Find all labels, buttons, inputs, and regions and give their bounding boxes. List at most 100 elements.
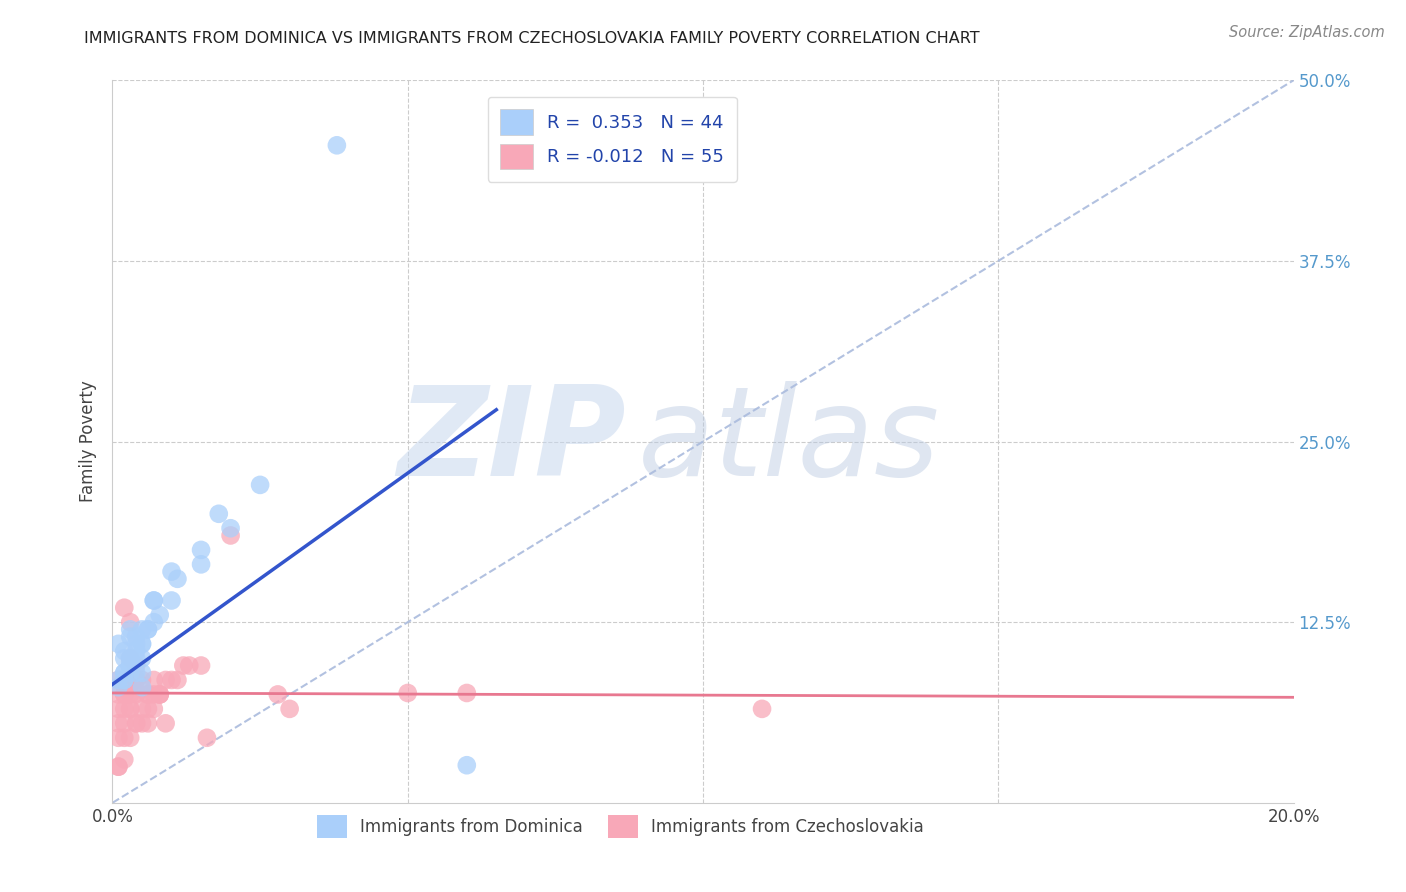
Text: Source: ZipAtlas.com: Source: ZipAtlas.com [1229,25,1385,40]
Point [179,658,201,673]
Point [456,758,478,772]
Point [125,673,148,687]
Point [142,593,165,607]
Point [107,702,129,716]
Text: ZIP: ZIP [398,381,626,502]
Point [131,702,153,716]
Point [107,760,129,774]
Point [142,673,165,687]
Point [120,687,142,701]
Legend: Immigrants from Dominica, Immigrants from Czechoslovakia: Immigrants from Dominica, Immigrants fro… [311,808,931,845]
Point [155,716,177,731]
Point [112,665,135,680]
Point [125,673,148,687]
Point [278,702,301,716]
Point [125,637,148,651]
Point [160,673,183,687]
Point [107,673,129,687]
Point [149,607,172,622]
Point [267,687,290,701]
Point [195,731,218,745]
Point [112,600,135,615]
Y-axis label: Family Poverty: Family Poverty [79,381,97,502]
Point [131,716,153,731]
Point [107,716,129,731]
Point [131,680,153,694]
Point [131,623,153,637]
Point [142,615,165,630]
Point [190,658,212,673]
Point [456,686,478,700]
Point [136,623,159,637]
Point [120,651,142,665]
Point [125,716,148,731]
Point [112,752,135,766]
Point [125,687,148,701]
Point [107,673,129,687]
Point [125,658,148,673]
Point [149,687,172,701]
Point [112,673,135,687]
Point [120,731,142,745]
Point [166,572,188,586]
Point [136,702,159,716]
Point [112,673,135,687]
Point [131,637,153,651]
Point [160,593,183,607]
Point [112,702,135,716]
Point [125,630,148,644]
Point [120,623,142,637]
Point [107,731,129,745]
Point [107,680,129,694]
Point [120,702,142,716]
Point [120,651,142,665]
Point [120,615,142,630]
Point [219,528,242,542]
Point [131,651,153,665]
Point [136,687,159,701]
Point [112,731,135,745]
Point [112,716,135,731]
Point [125,686,148,700]
Point [190,542,212,557]
Point [120,658,142,673]
Text: IMMIGRANTS FROM DOMINICA VS IMMIGRANTS FROM CZECHOSLOVAKIA FAMILY POVERTY CORREL: IMMIGRANTS FROM DOMINICA VS IMMIGRANTS F… [84,31,980,46]
Point [131,673,153,687]
Point [172,658,194,673]
Point [396,686,419,700]
Point [120,702,142,716]
Point [120,651,142,665]
Text: atlas: atlas [638,381,941,502]
Point [107,760,129,774]
Point [112,644,135,658]
Point [751,702,773,716]
Point [107,687,129,701]
Point [131,637,153,651]
Point [125,651,148,665]
Point [326,138,349,153]
Point [136,716,159,731]
Point [142,702,165,716]
Point [120,658,142,673]
Point [142,687,165,701]
Point [142,593,165,607]
Point [112,651,135,665]
Point [112,665,135,680]
Point [136,623,159,637]
Point [160,565,183,579]
Point [120,665,142,680]
Point [125,716,148,731]
Point [136,687,159,701]
Point [149,687,172,701]
Point [166,673,188,687]
Point [208,507,231,521]
Point [125,644,148,658]
Point [190,558,212,572]
Point [131,665,153,680]
Point [249,478,271,492]
Point [120,673,142,687]
Point [219,521,242,535]
Point [112,687,135,701]
Point [112,687,135,701]
Point [120,630,142,644]
